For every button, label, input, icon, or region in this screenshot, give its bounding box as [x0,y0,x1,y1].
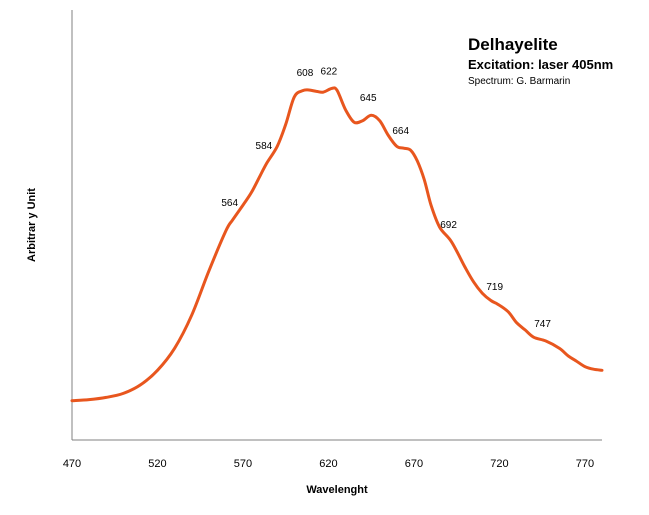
x-tick-labels: 470 520 570 620 670 720 770 [63,458,594,470]
axes [71,10,602,441]
peak-label: 645 [360,93,377,104]
spectrum-line [70,86,604,403]
y-axis-title: Arbitrar y Unit [26,188,38,262]
x-axis-title: Wavelenght [306,484,368,496]
chart-credit: Spectrum: G. Barmarin [468,76,570,87]
chart-subtitle: Excitation: laser 405nm [468,57,613,72]
x-tick-label: 520 [148,458,166,470]
x-tick-label: 770 [576,458,594,470]
peak-label: 719 [486,282,503,293]
peak-labels: 564 584 608 622 645 664 692 719 747 [221,66,551,329]
peak-label: 564 [221,198,238,209]
peak-label: 584 [256,141,273,152]
x-tick-label: 570 [234,458,252,470]
chart-title: Delhayelite [468,35,558,54]
x-tick-label: 470 [63,458,81,470]
peak-label: 747 [534,319,551,330]
peak-label: 664 [392,126,409,137]
x-tick-label: 620 [319,458,337,470]
peak-label: 608 [297,68,314,79]
x-tick-label: 670 [405,458,423,470]
peak-label: 622 [321,66,338,77]
peak-label: 692 [440,220,457,231]
x-tick-label: 720 [490,458,508,470]
